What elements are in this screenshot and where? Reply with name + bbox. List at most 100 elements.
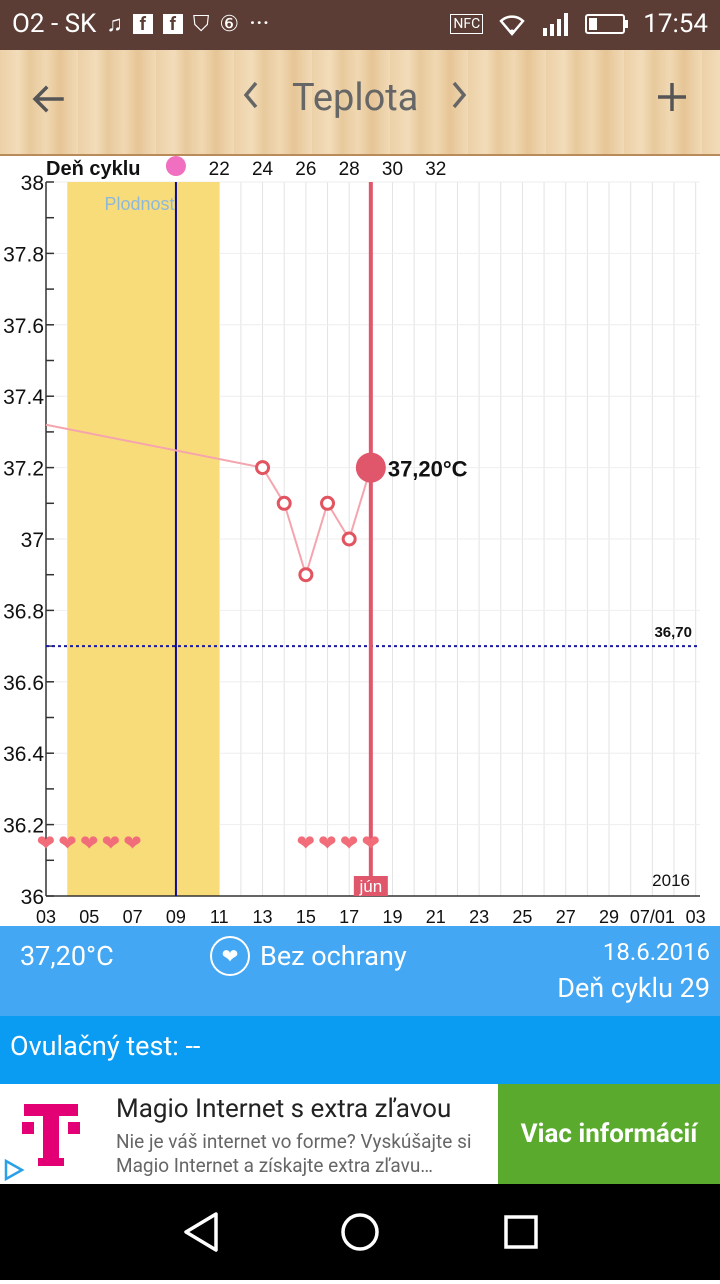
y-tick-label: 37 <box>21 529 44 552</box>
temperature-value: 37,20°C <box>20 940 114 972</box>
cycle-tick-label: 28 <box>339 159 360 180</box>
cycle-tick-label: 22 <box>209 159 230 180</box>
selected-value-label: 37,20°C <box>388 457 468 482</box>
x-tick-label: 27 <box>556 907 576 926</box>
x-tick-label: 07/01 <box>630 907 675 926</box>
month-tag <box>353 876 388 896</box>
ad-banner[interactable]: Magio Internet s extra zľavou Nie je váš… <box>0 1084 720 1184</box>
system-nav-bar <box>0 1184 720 1280</box>
carrier-label: O2 - SK <box>12 9 97 39</box>
cycle-tick-label: 24 <box>252 159 274 180</box>
recents-nav-button[interactable] <box>504 1215 538 1249</box>
x-tick-label: 19 <box>382 907 402 926</box>
home-circle-icon <box>341 1213 379 1251</box>
heart-icon: ❤ <box>318 831 336 856</box>
page-title: Teplota <box>292 75 419 120</box>
plus-icon <box>658 83 686 111</box>
cycle-tick-label: 30 <box>382 159 403 180</box>
ad-body: Nie je váš internet vo forme? Vyskúšajte… <box>116 1130 472 1177</box>
triangle-back-icon <box>184 1212 218 1252</box>
heart-icon: ❤ <box>362 831 380 856</box>
x-tick-label: 15 <box>296 907 316 926</box>
date-value: 18.6.2016 <box>602 938 710 966</box>
x-tick-label: 11 <box>210 907 229 926</box>
back-nav-button[interactable] <box>184 1212 218 1252</box>
next-button[interactable] <box>448 74 470 121</box>
month-label: jún <box>358 877 382 896</box>
clock: 17:54 <box>643 9 708 39</box>
day-info-panel[interactable]: 37,20°C ❤ Bez ochrany 18.6.2016 Deň cykl… <box>0 926 720 1016</box>
series-line <box>45 423 263 469</box>
y-tick-label: 37.2 <box>3 458 44 481</box>
heart-icon: ❤ <box>210 936 250 976</box>
y-tick-label: 36.4 <box>3 743 44 766</box>
y-tick-label: 37.6 <box>3 315 44 338</box>
ad-cta-button[interactable]: Viac informácií <box>498 1084 720 1184</box>
x-tick-label: 05 <box>79 907 99 926</box>
heart-icon: ❤ <box>102 831 120 856</box>
wifi-icon <box>497 12 527 36</box>
protection-label: Bez ochrany <box>260 940 407 972</box>
cycle-day-label: Deň cyklu <box>46 158 140 180</box>
app-header: Teplota <box>0 50 720 156</box>
x-tick-label: 03 <box>36 907 56 926</box>
y-tick-label: 36.6 <box>3 672 44 695</box>
protection-status: ❤ Bez ochrany <box>210 936 407 976</box>
heart-icon: ❤ <box>340 831 358 856</box>
data-point <box>320 495 336 511</box>
back-button[interactable] <box>30 76 66 128</box>
y-tick-label: 36.8 <box>3 600 44 623</box>
baseline-label: 36,70 <box>654 624 692 641</box>
home-nav-button[interactable] <box>341 1213 379 1251</box>
prev-button[interactable] <box>240 74 262 121</box>
more-notifications-icon: ··· <box>249 9 270 39</box>
temperature-chart[interactable]: Plodnosť 36 36.2 36.4 36.6 36.8 37 37.2 37.4 37.… <box>0 154 720 926</box>
fertility-label: Plodnosť <box>104 194 176 214</box>
ad-title: Magio Internet s extra zľavou <box>116 1094 452 1124</box>
data-point <box>255 460 271 476</box>
x-tick-label: 09 <box>166 907 186 926</box>
cycle-tick-label: 26 <box>295 159 316 180</box>
chevron-right-icon <box>452 81 467 109</box>
heart-icon: ❤ <box>123 831 141 856</box>
y-tick-label: 37.4 <box>3 386 44 409</box>
circle-badge-icon: ⑥ <box>219 11 240 37</box>
nfc-icon: NFC <box>450 14 484 34</box>
x-tick-label: 23 <box>469 907 489 926</box>
signal-icon <box>541 12 571 36</box>
cycle-day-value: Deň cyklu 29 <box>557 972 710 1004</box>
x-tick-label: 17 <box>339 907 359 926</box>
adchoices-icon[interactable] <box>2 1158 26 1182</box>
heart-icon: ❤ <box>58 831 76 856</box>
data-point <box>298 567 314 583</box>
fertility-window <box>67 182 220 896</box>
telekom-logo-icon <box>18 1100 84 1170</box>
status-bar: O2 - SK ♫ f f ⛉ ⑥ ··· NFC 17:54 <box>0 0 720 50</box>
x-tick-label: 29 <box>599 907 619 926</box>
ovulation-test-row[interactable]: Ovulačný test: -- <box>0 1016 720 1084</box>
y-tick-label: 37.8 <box>3 243 44 266</box>
ovulation-marker-icon <box>165 156 186 176</box>
recents-square-icon <box>504 1215 538 1249</box>
facebook-icon: f <box>162 14 183 35</box>
x-tick-label: 13 <box>253 907 273 926</box>
selected-point <box>355 452 386 483</box>
music-note-icon: ♫ <box>106 12 123 37</box>
data-point <box>341 531 357 547</box>
data-point <box>276 495 292 511</box>
x-tick-label: 21 <box>426 907 446 926</box>
y-tick-label: 36.2 <box>3 815 44 838</box>
battery-icon <box>585 12 629 36</box>
x-tick-label: 07 <box>123 907 143 926</box>
x-tick-label: 25 <box>512 907 532 926</box>
y-tick-label: 36 <box>21 886 44 909</box>
add-button[interactable] <box>654 70 690 127</box>
heart-icon: ❤ <box>297 831 315 856</box>
title-navigator: Teplota <box>240 74 470 121</box>
x-tick-label: 03 <box>686 907 706 926</box>
chevron-left-icon <box>243 81 258 109</box>
y-tick-label: 38 <box>21 172 44 195</box>
heart-icon: ❤ <box>37 831 55 856</box>
shield-icon: ⛉ <box>192 11 210 37</box>
ovulation-test-label: Ovulačný test: -- <box>10 1030 201 1062</box>
